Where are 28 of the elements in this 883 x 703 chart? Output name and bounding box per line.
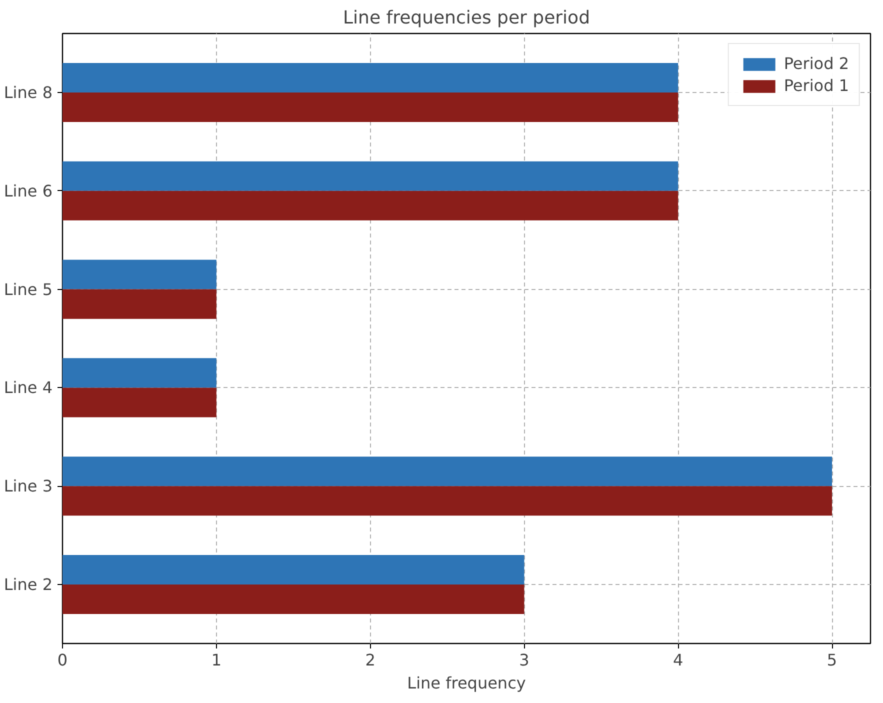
y-tick-label: Line 3	[4, 476, 52, 496]
bar	[62, 554, 524, 584]
legend-label: Period 2	[784, 54, 849, 73]
bar	[62, 92, 678, 122]
legend-label: Period 1	[784, 76, 849, 95]
y-tick-label: Line 2	[4, 574, 52, 594]
bar	[62, 289, 216, 319]
x-tick-label: 0	[57, 650, 68, 670]
y-tick-label: Line 6	[4, 181, 52, 200]
bar	[62, 161, 678, 191]
bar	[62, 260, 216, 290]
bar	[62, 190, 678, 220]
x-tick-label: 5	[826, 650, 838, 670]
y-tick-label: Line 5	[4, 280, 52, 299]
x-tick-label: 4	[673, 650, 684, 670]
bar	[62, 456, 832, 486]
bar	[62, 358, 216, 388]
y-tick-label: Line 8	[4, 83, 52, 102]
x-axis-title: Line frequency	[407, 674, 526, 692]
x-tick-label: 1	[211, 650, 222, 670]
bar	[62, 486, 832, 516]
bar	[62, 63, 678, 93]
y-tick-label: Line 4	[4, 378, 52, 398]
bar	[62, 388, 216, 418]
bar	[62, 584, 524, 614]
x-tick-label: 3	[519, 650, 530, 670]
chart-title: Line frequencies per period	[343, 8, 590, 28]
x-tick-label: 2	[365, 650, 376, 670]
